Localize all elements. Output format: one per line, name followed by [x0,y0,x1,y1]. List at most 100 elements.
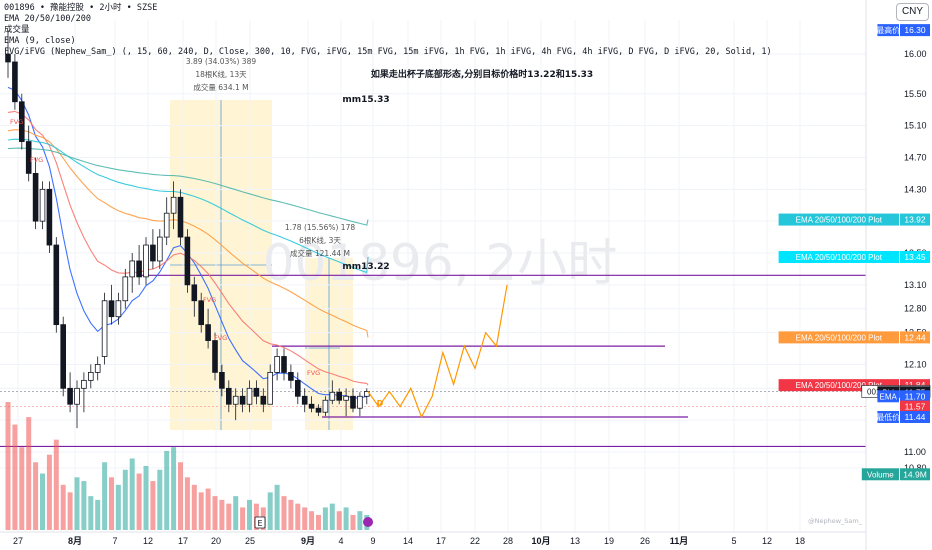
volume-bar [357,511,363,530]
price-value-tag [900,468,930,481]
candle-body [198,300,205,326]
volume-bar [274,484,280,530]
candle-body [232,395,239,405]
candle-body [46,188,53,246]
volume-bar [102,462,108,530]
ema200-line [7,147,369,226]
x-tick-label: 14 [403,536,413,546]
volume-bar [136,473,142,530]
price-value-tag [900,24,930,37]
earnings-event-marker[interactable] [254,516,266,529]
price-label-text: EMA 20/50/100/200 Plot [796,381,883,390]
volume-bar [247,499,252,530]
candle-body [288,371,294,381]
candle-body [274,356,280,373]
x-tick-label: 28 [503,536,513,546]
volume-bar [322,507,328,530]
candle-body [336,391,342,401]
volume-bar [212,496,218,530]
volume-bar [219,499,225,530]
volume-bar [67,492,73,530]
volume-bar [53,439,59,530]
volume-bar [336,511,342,530]
price-label-text: 最高价 [876,25,900,35]
currency-button[interactable]: CNY [896,3,929,21]
x-tick-label: 19 [604,536,614,546]
ema20-line [7,110,369,386]
candle-body [39,188,46,222]
price-label-tag [877,390,899,403]
measure-1-label: 18根K线, 13天 [195,69,247,79]
y-tick-label: 12.80 [904,304,927,314]
price-label-tag [877,410,899,423]
annotation-main-text: 如果走出杯子底部形态,分别目标价格时13.22和15.33 [371,68,593,80]
price-label-text: EMA 20/50/100/200 Plot [796,333,883,342]
volume-bar [178,462,183,530]
volume-bar [343,507,349,530]
candle-body [67,387,73,405]
candle-body [18,101,25,142]
y-tick-label: 12.10 [904,359,927,369]
x-tick-label: 7 [112,536,117,546]
candle-body [315,407,322,413]
candle-body [156,236,163,262]
price-value-text: 11.44 [905,412,926,422]
x-tick-label: 25 [245,536,255,546]
indicator-fvg[interactable]: FVG/iFVG (Nephew_Sam_) (, 15, 60, 240, D… [4,47,772,57]
candle-body [122,276,129,302]
volume-bar [164,450,170,530]
candle-body [12,61,18,103]
symbol-line[interactable]: 001896 • 豫能控股 • 2小时 • SZSE [4,3,158,13]
x-tick-label: 11月 [670,536,689,546]
dividend-event-icon[interactable] [363,517,373,527]
x-tick-label: 27 [13,536,23,546]
candle-body [260,395,267,405]
x-tick-label: 20 [211,536,221,546]
x-tick-label: 22 [470,536,480,546]
x-tick-label: 4 [338,536,343,546]
price-value-text: 14.9M [903,469,927,479]
indicator-ema9[interactable]: EMA (9, close) [4,36,76,46]
candle-body [25,141,32,174]
volume-bar [350,514,356,530]
candle-body [60,324,66,389]
volume-bar [302,507,308,530]
price-value-tag [900,390,930,403]
candle-body [115,300,122,318]
candle-body [170,196,177,214]
candle-body [53,244,60,326]
author-credit: @Nephew_Sam_ [808,517,863,525]
price-label-tag [861,468,899,481]
candle-body [267,371,273,405]
fvg-tag: FVG [214,334,227,342]
volume-bar [122,469,128,530]
y-tick-label: 13.10 [904,280,927,290]
x-tick-label: 9 [370,536,375,546]
chart-legend: 001896 • 豫能控股 • 2小时 • SZSE EMA 20/50/100… [4,3,772,58]
indicator-volume[interactable]: 成交量 [4,25,30,35]
indicator-ema-multi[interactable]: EMA 20/50/100/200 [4,14,91,24]
price-label-text: EMA 20/50/100/200 Plot [796,216,883,225]
candle-body [81,379,87,389]
price-label-tag [877,24,899,37]
volume-bar [316,514,321,530]
volume-bar [281,496,287,530]
candle-body [225,387,232,405]
volume-bar [240,507,246,530]
price-value-tag [900,250,930,263]
candle-body [94,364,101,373]
x-tick-label: 5 [731,536,736,546]
earnings-event-label: E [257,519,262,528]
candle-body [308,403,315,409]
price-label-tag [778,331,899,344]
volume-bar [81,481,87,530]
measure-1-label: 成交量 634.1 M [193,82,248,92]
candle-body [281,356,287,373]
volume-bar [26,417,32,530]
candle-body [212,340,218,373]
volume-bar [295,503,301,530]
candle-body [322,399,329,413]
price-value-text: 13.45 [904,252,926,262]
price-value-tag [900,213,930,226]
